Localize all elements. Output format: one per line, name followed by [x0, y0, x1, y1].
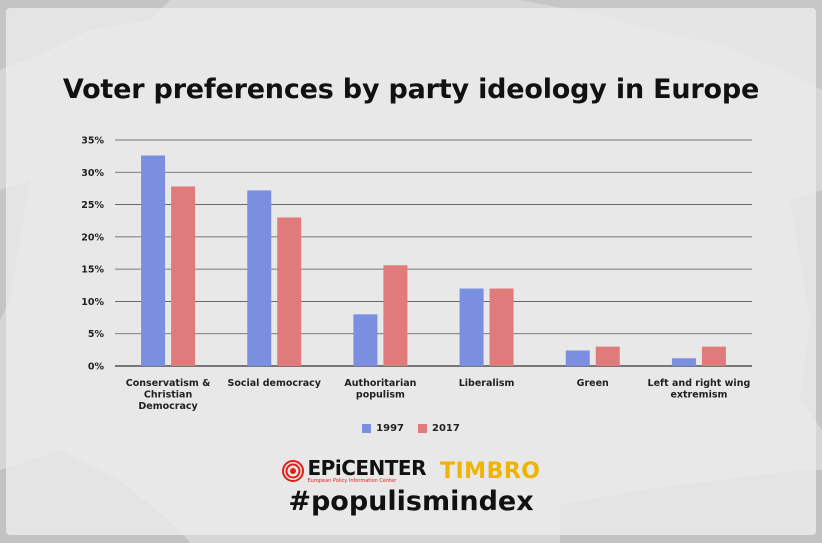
hashtag: #populismindex: [288, 486, 534, 517]
y-tick-label: 35%: [81, 136, 104, 147]
epicenter-target-icon: [281, 460, 304, 482]
x-tick-label: Green: [577, 378, 609, 389]
chart-title: Voter preferences by party ideology in E…: [62, 74, 760, 105]
x-tick-label: extremism: [670, 390, 727, 401]
bar-1997-5: [671, 358, 696, 366]
x-tick-label: Social democracy: [228, 378, 322, 389]
bar-1997-2: [353, 314, 378, 366]
x-tick-label: Conservatism &: [126, 378, 211, 389]
bar-1997-4: [565, 350, 590, 366]
epicenter-subtitle: European Policy Information Center: [307, 478, 397, 484]
epicenter-name: EPiCENTER: [307, 456, 427, 480]
y-tick-label: 10%: [81, 297, 104, 308]
bar-2017-2: [383, 265, 408, 366]
bar-2017-5: [701, 346, 726, 366]
x-tick-label: Authoritarian: [344, 378, 416, 389]
bar-1997-3: [459, 288, 484, 366]
bar-1997-0: [141, 155, 166, 366]
bar-2017-1: [277, 217, 302, 366]
legend-item-2017: 2017: [418, 423, 460, 434]
x-tick-label: Liberalism: [459, 378, 515, 389]
legend: 1997 2017: [0, 423, 822, 434]
x-tick-label: Democracy: [138, 401, 198, 412]
bar-1997-1: [247, 190, 272, 366]
sponsor-logos: EPiCENTER European Policy Information Ce…: [0, 458, 822, 484]
y-tick-label: 30%: [81, 168, 104, 179]
legend-label-2017: 2017: [432, 423, 460, 434]
legend-item-1997: 1997: [362, 423, 404, 434]
bar-2017-0: [171, 186, 196, 366]
y-tick-label: 15%: [81, 265, 104, 276]
legend-label-1997: 1997: [376, 423, 404, 434]
timbro-logo: TIMBRO: [439, 458, 541, 484]
y-tick-label: 20%: [81, 232, 104, 243]
epicenter-logo: EPiCENTER European Policy Information Ce…: [281, 456, 427, 484]
bar-2017-3: [489, 288, 514, 366]
x-tick-label: populism: [356, 390, 405, 401]
x-tick-label: Christian: [144, 390, 193, 401]
y-tick-label: 0%: [88, 362, 105, 373]
x-tick-label: Left and right wing: [648, 378, 751, 389]
y-tick-label: 5%: [88, 329, 105, 340]
bar-2017-4: [595, 346, 620, 366]
legend-swatch-1997: [362, 424, 372, 433]
legend-swatch-2017: [418, 424, 427, 433]
y-tick-label: 25%: [81, 200, 104, 211]
